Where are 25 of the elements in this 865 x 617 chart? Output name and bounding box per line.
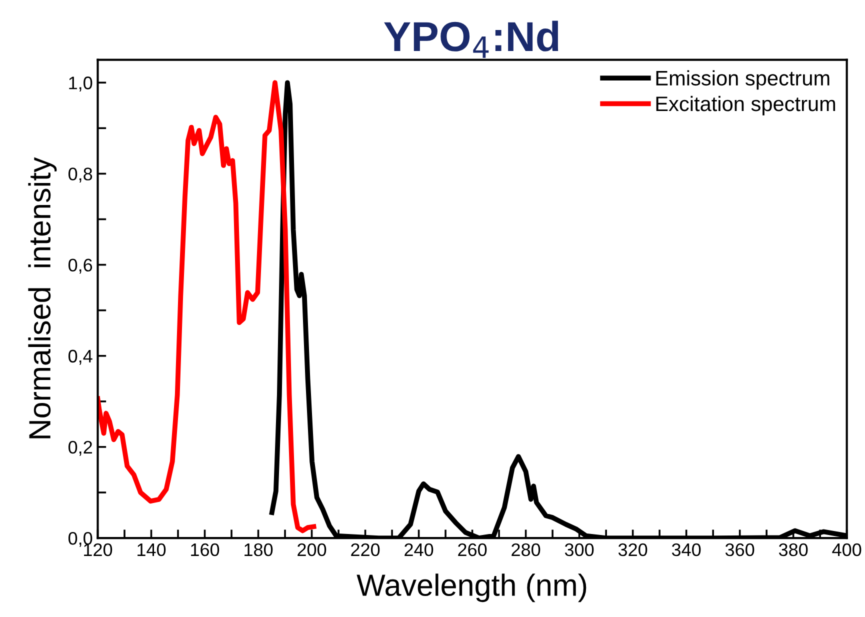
x-tick-label: 240 — [404, 543, 434, 556]
x-tick-label: 360 — [725, 543, 754, 556]
y-axis-title: Normalised intensity — [28, 157, 57, 438]
x-tick-label: 300 — [564, 543, 594, 556]
x-tick-label: 280 — [512, 543, 540, 556]
x-tick-label: 220 — [351, 543, 380, 556]
x-tick-label: 320 — [618, 543, 648, 556]
x-axis-title: Wavelength (nm) — [356, 574, 586, 602]
line-series — [98, 80, 316, 534]
y-tick-label: 0,2 — [68, 440, 92, 456]
y-tick-label: 0,6 — [68, 258, 92, 274]
x-tick-label: 380 — [778, 543, 808, 556]
y-tick-label: 0,8 — [68, 168, 92, 183]
x-tick-label: 200 — [298, 543, 326, 556]
y-tick-label: 0,4 — [68, 350, 92, 365]
x-tick-label: 160 — [191, 543, 220, 556]
x-tick-label: 340 — [672, 543, 701, 556]
x-tick-label: 260 — [458, 543, 487, 556]
x-tick-label: 140 — [138, 543, 166, 556]
x-tick-label: 180 — [244, 543, 273, 556]
legend-label: Excitation spectrum — [656, 96, 836, 116]
legend-label: Emission spectrum — [656, 70, 830, 90]
x-tick-label: 400 — [832, 543, 862, 556]
chart-title: YPO$_{4}$:Nd — [384, 20, 558, 58]
y-tick-label: 1,0 — [69, 76, 92, 92]
